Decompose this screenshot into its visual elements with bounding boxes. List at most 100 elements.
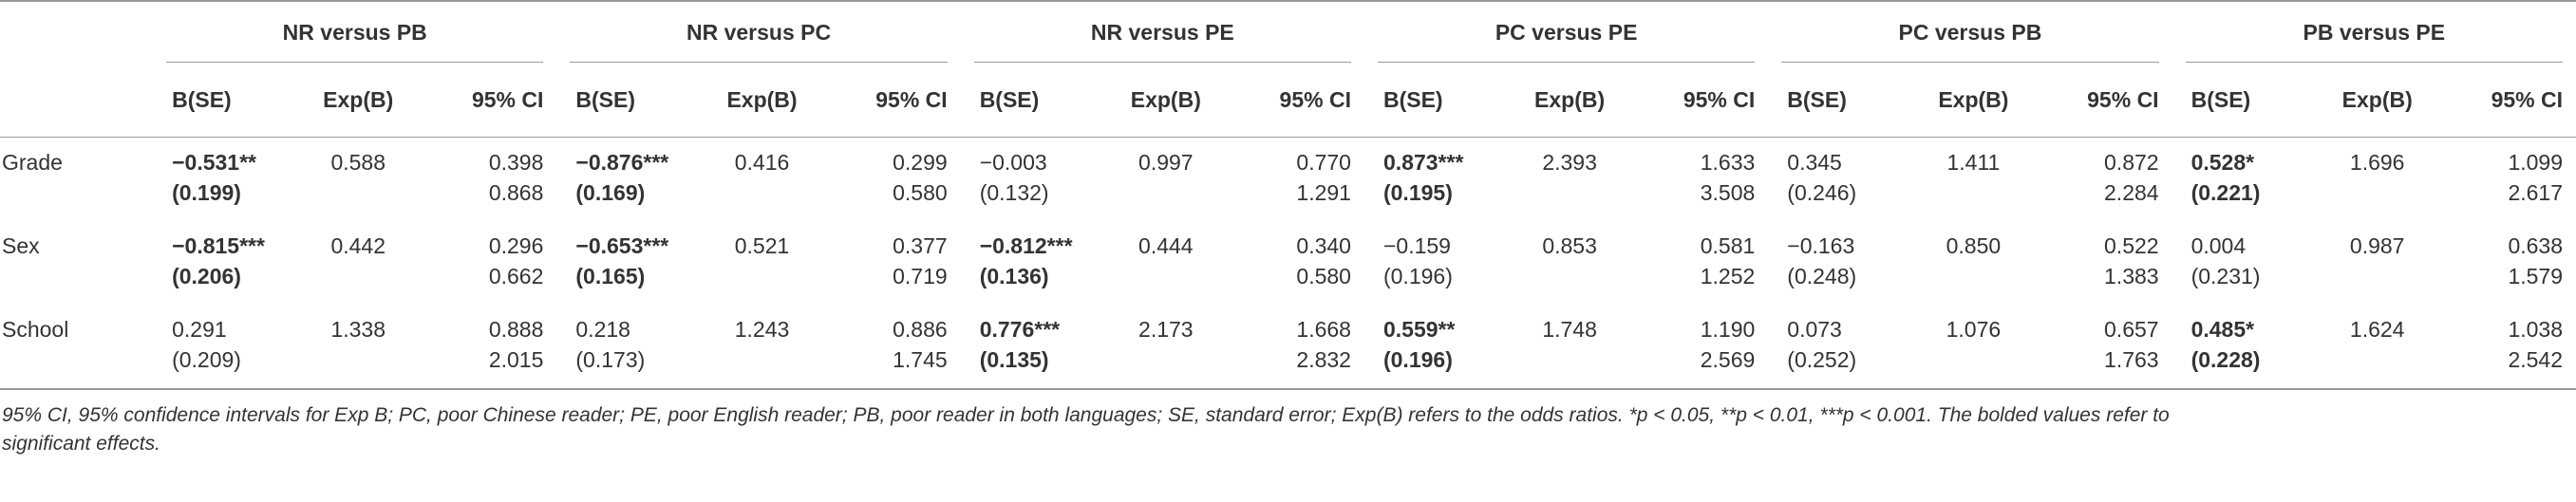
data-row: Sex −0.815*** (0.206) 0.442 0.296 0.662 −0.653… xyxy=(0,221,2576,305)
coef-cell: 0.485* (0.228) xyxy=(2172,305,2317,389)
standard-error: (0.252) xyxy=(1787,347,1857,372)
subheader: B(SE) xyxy=(153,63,298,138)
group-header: NR versus PC xyxy=(570,2,948,63)
subheader: 95% CI xyxy=(2437,63,2576,138)
odds-ratio: 0.987 xyxy=(2349,233,2405,258)
odds-ratio: 1.076 xyxy=(1946,317,2002,342)
coefficient: 0.073 xyxy=(1787,317,1842,342)
odds-ratio: 1.338 xyxy=(330,317,385,342)
ci-lower: 1.038 xyxy=(2508,317,2563,342)
corner xyxy=(0,1,153,63)
coef-cell: −0.163 (0.248) xyxy=(1768,221,1912,305)
coefficient: −0.812*** xyxy=(979,233,1073,258)
ci-lower: 1.099 xyxy=(2508,150,2563,175)
odds-ratio: 1.748 xyxy=(1542,317,1597,342)
ci-lower: 0.522 xyxy=(2104,233,2159,258)
footnote: 95% CI, 95% confidence intervals for Exp… xyxy=(2,404,2170,455)
coef-cell: 0.218 (0.173) xyxy=(556,305,701,389)
ci-cell: 0.770 1.291 xyxy=(1227,138,1364,222)
coefficient: 0.559** xyxy=(1382,317,1456,342)
subheader-row: B(SE) Exp(B) 95% CI B(SE) Exp(B) 95% CI B(SE) E… xyxy=(0,63,2576,138)
ci-upper: 0.662 xyxy=(488,264,544,288)
group-header-cell: NR versus PB xyxy=(153,1,556,63)
ci-upper: 0.580 xyxy=(893,180,948,205)
ci-upper: 1.252 xyxy=(1700,264,1756,288)
ci-lower: 0.638 xyxy=(2508,233,2563,258)
ci-cell: 1.038 2.542 xyxy=(2438,305,2576,389)
row-label: School xyxy=(2,317,69,342)
ci-upper: 1.383 xyxy=(2104,264,2159,288)
subheader: B(SE) xyxy=(1768,63,1913,138)
coefficient: 0.004 xyxy=(2191,233,2247,258)
subheader: B(SE) xyxy=(2172,63,2317,138)
coef-cell: 0.873*** (0.195) xyxy=(1364,138,1509,222)
ci-lower: 1.668 xyxy=(1296,317,1351,342)
standard-error: (0.196) xyxy=(1382,264,1453,288)
ci-cell: 0.522 1.383 xyxy=(2034,221,2172,305)
coef-cell: −0.876*** (0.169) xyxy=(556,138,701,222)
subheader: Exp(B) xyxy=(1912,63,2035,138)
ci-cell: 0.872 2.284 xyxy=(2034,138,2172,222)
subheader: Exp(B) xyxy=(1104,63,1227,138)
odds-ratio: 2.393 xyxy=(1542,150,1597,175)
coef-cell: −0.815*** (0.206) xyxy=(153,221,297,305)
ci-cell: 1.633 3.508 xyxy=(1630,138,1768,222)
ci-cell: 0.299 0.580 xyxy=(823,138,961,222)
coefficient: 0.218 xyxy=(575,317,630,342)
odds-ratio: 1.624 xyxy=(2349,317,2405,342)
odds-ratio: 1.243 xyxy=(734,317,790,342)
ci-upper: 2.542 xyxy=(2508,347,2563,372)
ci-cell: 1.190 2.569 xyxy=(1630,305,1768,389)
group-header-cell: NR versus PE xyxy=(961,1,1364,63)
coef-cell: −0.159 (0.196) xyxy=(1364,221,1509,305)
odds-ratio: 0.997 xyxy=(1138,150,1194,175)
ci-lower: 1.190 xyxy=(1700,317,1756,342)
standard-error: (0.196) xyxy=(1382,347,1453,372)
coefficient: −0.003 xyxy=(979,150,1047,175)
standard-error: (0.195) xyxy=(1382,180,1453,205)
ci-cell: 0.296 0.662 xyxy=(419,221,556,305)
standard-error: (0.132) xyxy=(979,180,1049,205)
ci-upper: 1.579 xyxy=(2508,264,2563,288)
standard-error: (0.206) xyxy=(172,264,241,288)
subheader: Exp(B) xyxy=(701,63,823,138)
ci-upper: 2.284 xyxy=(2104,180,2159,205)
group-header: PC versus PB xyxy=(1781,2,2159,63)
standard-error: (0.246) xyxy=(1787,180,1857,205)
standard-error: (0.209) xyxy=(172,347,241,372)
ci-lower: 1.633 xyxy=(1700,150,1756,175)
coef-cell: 0.004 (0.231) xyxy=(2172,221,2317,305)
ci-upper: 0.580 xyxy=(1296,264,1351,288)
standard-error: (0.173) xyxy=(575,347,646,372)
results-table: NR versus PB NR versus PC NR versus PE PC v… xyxy=(0,0,2576,390)
ci-cell: 0.638 1.579 xyxy=(2438,221,2576,305)
coef-cell: 0.073 (0.252) xyxy=(1768,305,1912,389)
coefficient: 0.528* xyxy=(2191,150,2255,175)
group-header-cell: PC versus PB xyxy=(1768,1,2172,63)
ci-upper: 0.719 xyxy=(893,264,948,288)
odds-ratio: 1.696 xyxy=(2349,150,2405,175)
coefficient: 0.291 xyxy=(172,317,227,342)
ci-upper: 2.617 xyxy=(2508,180,2563,205)
ci-lower: 0.886 xyxy=(893,317,948,342)
data-row: School 0.291 (0.209) 1.338 0.888 2.015 0.218 (0… xyxy=(0,305,2576,389)
row-label: Sex xyxy=(2,233,40,258)
ci-cell: 0.398 0.868 xyxy=(419,138,556,222)
group-header: PC versus PE xyxy=(1377,2,1756,63)
row-label: Grade xyxy=(2,150,63,175)
group-header-cell: NR versus PC xyxy=(556,1,960,63)
ci-cell: 1.099 2.617 xyxy=(2438,138,2576,222)
standard-error: (0.135) xyxy=(979,347,1049,372)
coef-cell: 0.559** (0.196) xyxy=(1364,305,1509,389)
ci-cell: 0.340 0.580 xyxy=(1227,221,1364,305)
odds-ratio: 0.442 xyxy=(330,233,385,258)
group-header-row: NR versus PB NR versus PC NR versus PE PC v… xyxy=(0,1,2576,63)
ci-lower: 0.872 xyxy=(2104,150,2159,175)
subheader: 95% CI xyxy=(419,63,557,138)
coefficient: 0.485* xyxy=(2191,317,2255,342)
odds-ratio: 0.588 xyxy=(330,150,385,175)
ci-cell: 0.377 0.719 xyxy=(823,221,961,305)
ci-upper: 3.508 xyxy=(1700,180,1756,205)
subheader: Exp(B) xyxy=(1509,63,1631,138)
odds-ratio: 0.521 xyxy=(734,233,790,258)
